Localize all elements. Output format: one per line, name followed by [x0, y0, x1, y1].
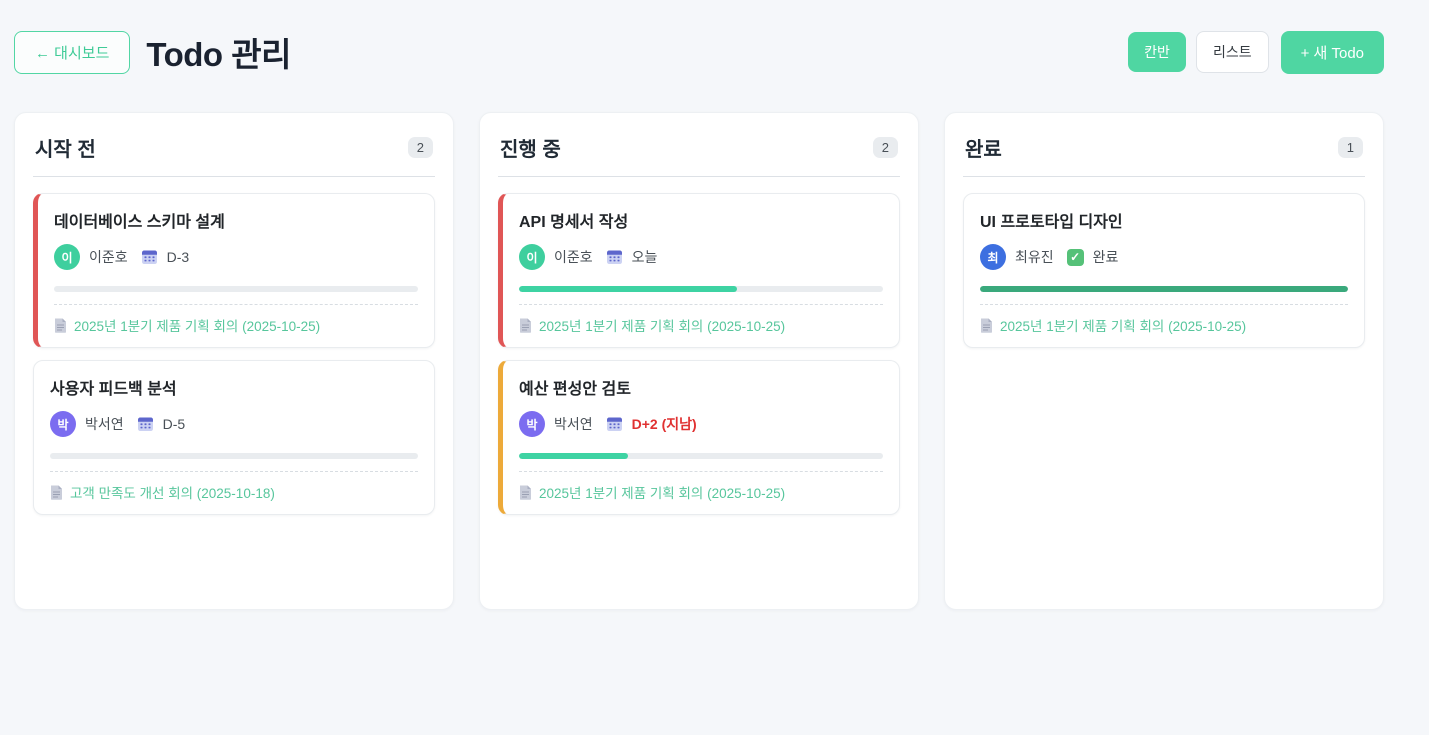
page-title: Todo 관리: [146, 36, 291, 73]
avatar: 최: [980, 244, 1006, 270]
card-meta-row: 박 박서연 ✓ D-5: [50, 411, 418, 437]
column-count-badge: 2: [872, 137, 898, 158]
card-divider: [519, 304, 883, 305]
todo-page: ← 대시보드 Todo 관리 칸반 리스트 + 새 Todo 시작 전 2 데이…: [14, 28, 1384, 610]
todo-card[interactable]: 데이터베이스 스키마 설계 이 이준호 ✓: [33, 193, 435, 348]
assignee-name: 박서연: [85, 416, 124, 432]
column-header: 시작 전 2: [33, 129, 435, 177]
meeting-link-label: 2025년 1분기 제품 기획 회의 (2025-10-25): [539, 319, 786, 334]
meeting-link-label: 고객 만족도 개선 회의 (2025-10-18): [70, 486, 275, 501]
calendar-icon: [141, 249, 158, 265]
due-label: 완료: [1092, 249, 1119, 265]
avatar: 박: [50, 411, 76, 437]
column-card-list: 데이터베이스 스키마 설계 이 이준호 ✓: [33, 193, 435, 515]
meeting-link[interactable]: 2025년 1분기 제품 기획 회의 (2025-10-25): [519, 482, 883, 502]
progress-bar: [980, 286, 1348, 292]
back-to-dashboard-button[interactable]: ← 대시보드: [14, 30, 131, 74]
meeting-link[interactable]: 2025년 1분기 제품 기획 회의 (2025-10-25): [980, 315, 1348, 335]
kanban-board: 시작 전 2 데이터베이스 스키마 설계 이 이준호: [14, 112, 1384, 610]
todo-card[interactable]: API 명세서 작성 이 이준호 ✓: [498, 193, 900, 348]
meeting-link[interactable]: 2025년 1분기 제품 기획 회의 (2025-10-25): [54, 315, 418, 335]
meeting-link-label: 2025년 1분기 제품 기획 회의 (2025-10-25): [539, 486, 786, 501]
card-title: 데이터베이스 스키마 설계: [54, 214, 225, 231]
column-header: 완료 1: [963, 129, 1365, 177]
card-title: API 명세서 작성: [519, 214, 629, 231]
document-icon: [519, 485, 532, 500]
assignee-name: 이준호: [89, 249, 128, 265]
card-meta-row: 이 이준호 ✓ D-3: [54, 244, 418, 270]
page-header: ← 대시보드 Todo 관리 칸반 리스트 + 새 Todo: [14, 28, 1384, 76]
progress-fill: [980, 286, 1348, 292]
meeting-link[interactable]: 2025년 1분기 제품 기획 회의 (2025-10-25): [519, 315, 883, 335]
card-meta-row: 박 박서연 ✓ D+2 (지남): [519, 411, 883, 437]
document-icon: [50, 485, 63, 500]
due-label: D-3: [166, 249, 190, 265]
avatar: 이: [54, 244, 80, 270]
meeting-link[interactable]: 고객 만족도 개선 회의 (2025-10-18): [50, 482, 418, 502]
kanban-column: 시작 전 2 데이터베이스 스키마 설계 이 이준호: [14, 112, 454, 610]
card-meta-row: 이 이준호 ✓ 오늘: [519, 244, 883, 270]
card-divider: [519, 471, 883, 472]
view-kanban-button[interactable]: 칸반: [1128, 32, 1186, 72]
due-label: D+2 (지남): [631, 416, 697, 432]
card-divider: [50, 471, 418, 472]
column-count-badge: 1: [1337, 137, 1363, 158]
kanban-column: 진행 중 2 API 명세서 작성 이 이준호: [479, 112, 919, 610]
column-title: 완료: [965, 139, 1002, 161]
card-divider: [980, 304, 1348, 305]
todo-card[interactable]: 사용자 피드백 분석 박 박서연 ✓: [33, 360, 435, 515]
column-title: 시작 전: [35, 139, 96, 161]
card-title: 사용자 피드백 분석: [50, 381, 177, 398]
view-toggle-group: 칸반 리스트 + 새 Todo: [1128, 30, 1384, 74]
column-count-badge: 2: [407, 137, 433, 158]
progress-fill: [519, 453, 629, 459]
todo-card[interactable]: UI 프로토타입 디자인 최 최유진 ✓: [963, 193, 1365, 348]
meeting-link-label: 2025년 1분기 제품 기획 회의 (2025-10-25): [74, 319, 321, 334]
check-icon: ✓: [1066, 248, 1084, 266]
due-label: 오늘: [631, 249, 658, 265]
column-card-list: UI 프로토타입 디자인 최 최유진 ✓: [963, 193, 1365, 348]
assignee-name: 박서연: [554, 416, 593, 432]
meeting-link-label: 2025년 1분기 제품 기획 회의 (2025-10-25): [1000, 319, 1247, 334]
card-divider: [54, 304, 418, 305]
kanban-column: 완료 1 UI 프로토타입 디자인 최 최유진: [944, 112, 1384, 610]
avatar: 박: [519, 411, 545, 437]
column-header: 진행 중 2: [498, 129, 900, 177]
calendar-icon: [606, 249, 623, 265]
progress-fill: [519, 286, 738, 292]
todo-card[interactable]: 예산 편성안 검토 박 박서연 ✓: [498, 360, 900, 515]
column-title: 진행 중: [500, 139, 561, 161]
calendar-icon: [606, 416, 623, 432]
document-icon: [980, 318, 993, 333]
due-label: D-5: [162, 416, 186, 432]
progress-bar: [519, 286, 883, 292]
column-card-list: API 명세서 작성 이 이준호 ✓: [498, 193, 900, 515]
assignee-name: 이준호: [554, 249, 593, 265]
avatar: 이: [519, 244, 545, 270]
assignee-name: 최유진: [1015, 249, 1054, 265]
document-icon: [54, 318, 67, 333]
card-title: 예산 편성안 검토: [519, 381, 631, 398]
new-todo-button[interactable]: + 새 Todo: [1280, 30, 1384, 74]
progress-bar: [50, 453, 418, 459]
calendar-icon: [137, 416, 154, 432]
progress-bar: [519, 453, 883, 459]
document-icon: [519, 318, 532, 333]
card-title: UI 프로토타입 디자인: [980, 214, 1123, 231]
progress-bar: [54, 286, 418, 292]
card-meta-row: 최 최유진 ✓ 완료: [980, 244, 1348, 270]
view-list-button[interactable]: 리스트: [1195, 31, 1269, 73]
